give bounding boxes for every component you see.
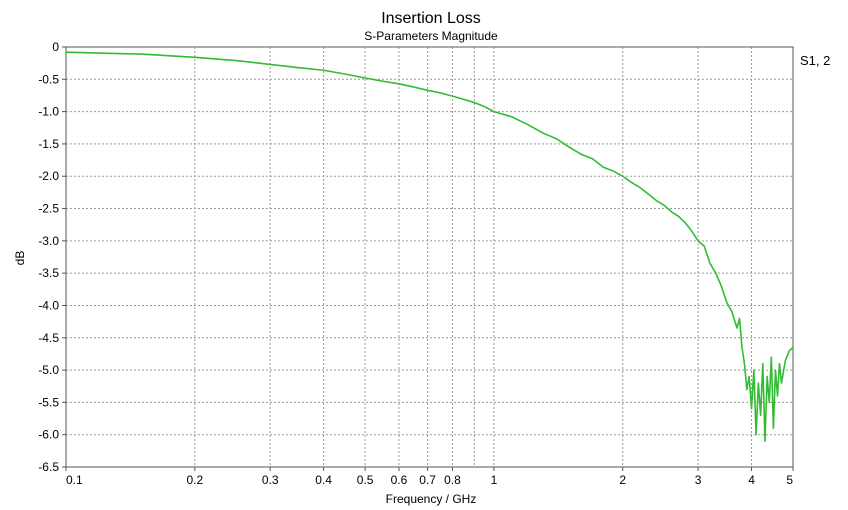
y-tick-label: -6.0 <box>38 428 59 442</box>
x-tick-label: 0.5 <box>357 473 374 487</box>
x-tick-labels: 0.1 0.2 0.3 0.4 0.5 0.6 0.7 0.8 1 2 3 4 5 <box>65 467 794 487</box>
y-tick-label: -3.0 <box>38 234 59 248</box>
chart-title: Insertion Loss <box>381 10 481 27</box>
chart-subtitle: S-Parameters Magnitude <box>364 29 498 43</box>
y-axis-label: dB <box>13 251 27 266</box>
grid-lines <box>65 46 794 468</box>
x-tick-label: 0.3 <box>262 473 279 487</box>
y-tick-label: -2.0 <box>38 169 59 183</box>
y-tick-label: -0.5 <box>38 72 59 86</box>
y-tick-label: -5.5 <box>38 395 59 409</box>
x-axis-label: Frequency / GHz <box>386 492 477 506</box>
series-layer <box>65 51 794 442</box>
x-tick-label: 0.2 <box>186 473 203 487</box>
x-tick-label: 0.7 <box>419 473 436 487</box>
y-tick-labels: 0 -0.5 -1.0 -1.5 -2.0 -2.5 -3.0 -3.5 -4.0 -4.5 -5.… <box>38 40 66 474</box>
legend-entry-s12: S1, 2 <box>800 53 830 68</box>
y-tick-label: -4.0 <box>38 298 59 312</box>
y-tick-label: -6.5 <box>38 460 59 474</box>
y-tick-label: -1.0 <box>38 105 59 119</box>
x-tick-label: 1 <box>491 473 498 487</box>
x-tick-label: 2 <box>619 473 626 487</box>
y-tick-label: -5.0 <box>38 363 59 377</box>
y-tick-label: -4.5 <box>38 331 59 345</box>
x-tick-label: 3 <box>695 473 702 487</box>
series-line-0 <box>65 51 794 442</box>
x-tick-label: 0.4 <box>315 473 332 487</box>
plot-area <box>65 46 794 468</box>
y-tick-label: -1.5 <box>38 137 59 151</box>
x-tick-label: 4 <box>748 473 755 487</box>
x-tick-label: 0.1 <box>66 473 83 487</box>
x-tick-label: 0.6 <box>391 473 408 487</box>
x-tick-label: 0.8 <box>444 473 461 487</box>
x-tick-label: 5 <box>786 473 793 487</box>
y-tick-label: 0 <box>52 40 59 54</box>
y-tick-label: -2.5 <box>38 202 59 216</box>
y-tick-label: -3.5 <box>38 266 59 280</box>
